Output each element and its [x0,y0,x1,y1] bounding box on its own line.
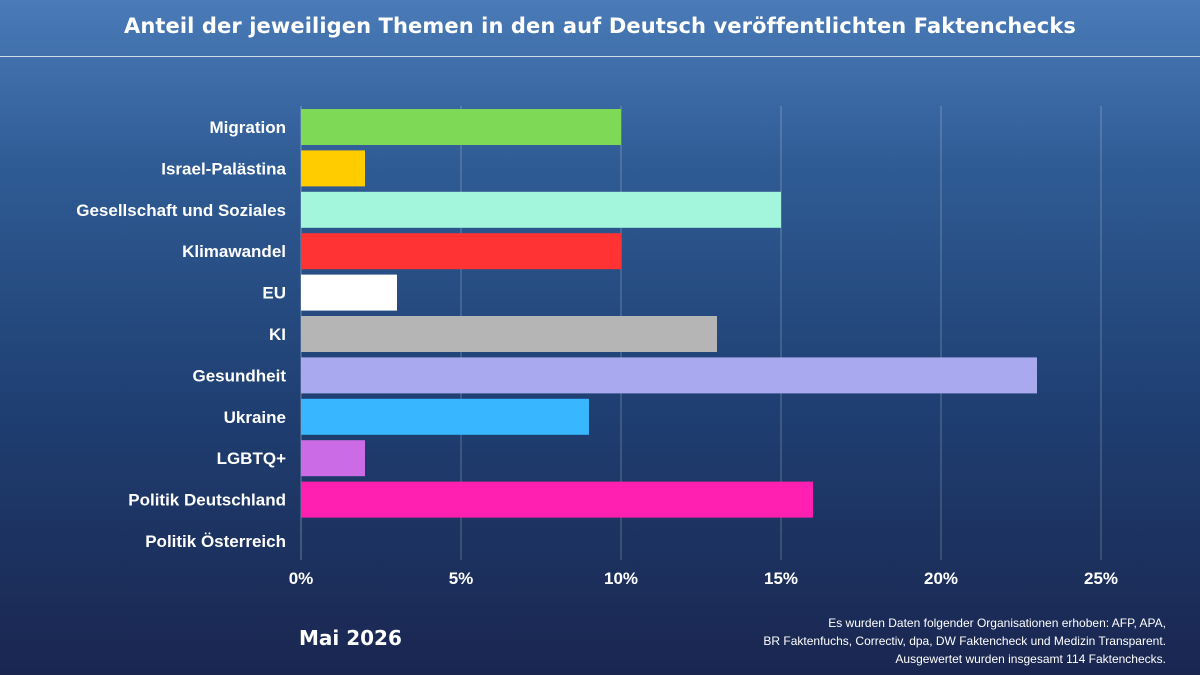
category-label: Migration [210,118,287,137]
bar [301,440,365,477]
x-tick-label: 15% [764,569,798,588]
x-tick-label: 10% [604,569,638,588]
category-label: EU [262,284,286,303]
category-label: LGBTQ+ [217,449,286,468]
bar [301,191,781,228]
source-line-1: Es wurden Daten folgender Organisationen… [828,616,1166,630]
category-label: KI [269,325,286,344]
category-label: Politik Deutschland [128,491,286,510]
x-tick-label: 5% [449,569,474,588]
category-label: Politik Österreich [145,532,286,551]
bar [301,398,589,435]
bar [301,316,717,352]
bar [301,357,1037,394]
bar [301,481,813,518]
x-tick-label: 25% [1084,569,1118,588]
source-note: Es wurden Daten folgender Organisationen… [646,614,1166,668]
bar [301,150,365,187]
chart-title: Anteil der jeweiligen Themen in den auf … [124,14,1076,38]
x-tick-label: 0% [289,569,314,588]
category-label: Ukraine [224,408,286,427]
category-label: Klimawandel [182,242,286,261]
category-label: Gesellschaft und Soziales [76,201,286,220]
bar [301,274,397,311]
bar [301,109,621,145]
x-tick-label: 20% [924,569,958,588]
source-line-3: Ausgewertet wurden insgesamt 114 Faktenc… [895,652,1166,666]
source-line-2: BR Faktenfuchs, Correctiv, dpa, DW Fakte… [763,634,1166,648]
bar [301,233,621,270]
title-divider [0,56,1200,57]
category-label: Israel-Palästina [161,159,286,178]
category-label: Gesundheit [192,366,286,385]
date-label: Mai 2026 [299,626,402,650]
